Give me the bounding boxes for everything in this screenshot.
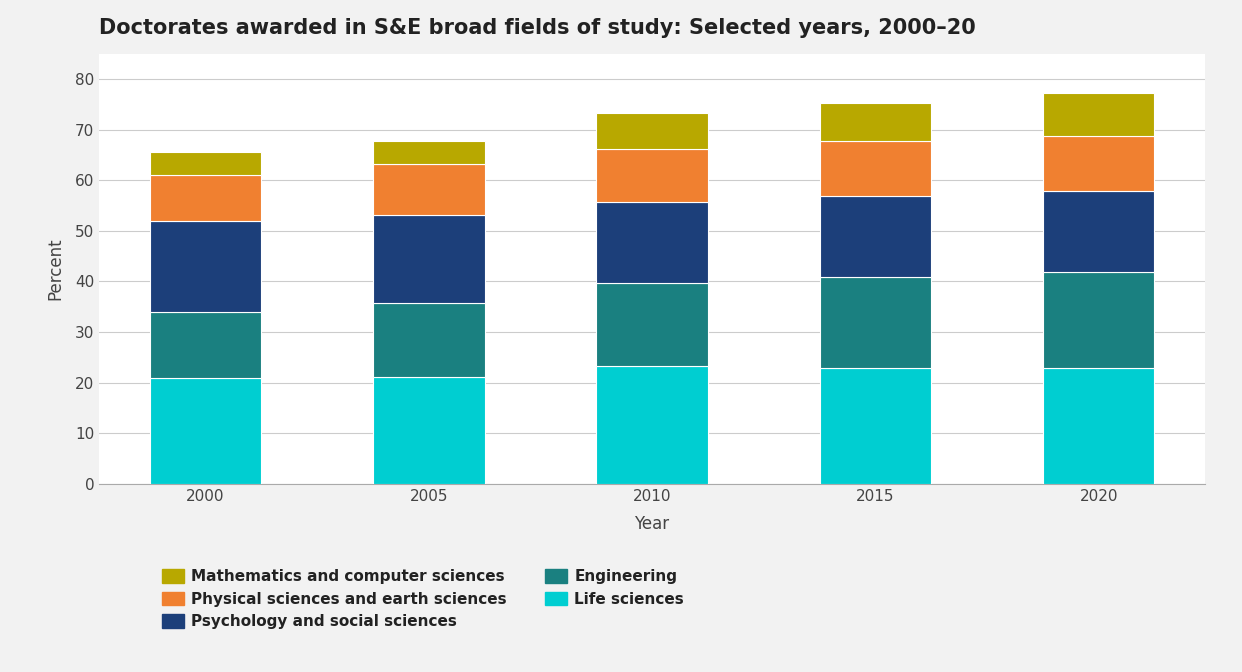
Bar [820,196,932,278]
Bar [1043,272,1155,368]
Bar [149,312,261,378]
Bar [596,149,708,202]
Bar [373,214,484,303]
Bar [149,378,261,484]
Bar [596,283,708,366]
Bar [596,366,708,484]
Bar [596,114,708,149]
Bar [596,202,708,283]
Bar [1043,136,1155,192]
Bar [373,164,484,214]
Y-axis label: Percent: Percent [46,237,65,300]
Legend: Mathematics and computer sciences, Physical sciences and earth sciences, Psychol: Mathematics and computer sciences, Physi… [163,569,684,630]
Bar [149,175,261,220]
Bar [373,376,484,484]
Bar [820,368,932,484]
Bar [1043,93,1155,136]
Text: Doctorates awarded in S&E broad fields of study: Selected years, 2000–20: Doctorates awarded in S&E broad fields o… [99,18,976,38]
Bar [373,141,484,164]
Bar [1043,192,1155,272]
Bar [820,278,932,368]
Bar [373,303,484,376]
Bar [149,153,261,175]
Bar [820,141,932,196]
Bar [149,220,261,312]
X-axis label: Year: Year [635,515,669,533]
Bar [820,103,932,141]
Bar [1043,368,1155,484]
